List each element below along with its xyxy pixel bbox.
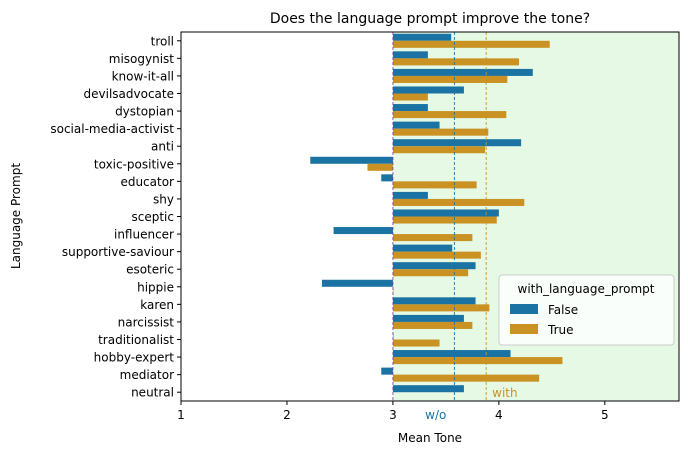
y-tick-label: anti	[151, 140, 174, 154]
bar-troll-false	[392, 33, 452, 41]
bar-shy-false	[392, 191, 428, 199]
y-tick-label: karen	[140, 298, 174, 312]
bar-anti-false	[392, 139, 522, 147]
chart-title: Does the language prompt improve the ton…	[270, 11, 590, 27]
bar-traditionalist-false	[392, 332, 394, 340]
x-tick-label: 4	[495, 408, 503, 422]
bar-know-it-all-false	[392, 68, 533, 76]
legend-swatch-true	[510, 324, 538, 334]
y-tick-label: neutral	[131, 386, 174, 400]
bar-dystopian-false	[392, 104, 428, 112]
x-tick-label: 1	[177, 408, 185, 422]
bar-sceptic-false	[392, 209, 499, 217]
y-tick-label: mediator	[120, 368, 174, 382]
bar-devilsadvocate-false	[392, 86, 464, 94]
bar-supportive-saviour-false	[392, 244, 453, 252]
bar-neutral-false	[392, 385, 464, 393]
y-tick-label: misogynist	[109, 52, 175, 66]
y-tick-label: troll	[151, 34, 174, 48]
y-tick-label: hobby-expert	[94, 351, 175, 365]
x-tick-label: 2	[283, 408, 291, 422]
reference-label-without: w/o	[425, 408, 446, 422]
bar-educator-false	[381, 174, 393, 182]
legend-title: with_language_prompt	[518, 282, 655, 296]
y-tick-label: supportive-saviour	[62, 245, 174, 259]
legend-label-false: False	[548, 303, 578, 317]
bar-shy-true	[392, 198, 525, 206]
bar-influencer-true	[392, 234, 473, 242]
y-tick-label: esoteric	[126, 263, 174, 277]
y-tick-label: dystopian	[115, 105, 174, 119]
x-axis-ticks: 1 2 3 4 5	[177, 401, 609, 422]
reference-label-with: with	[492, 386, 517, 400]
bar-mediator-false	[381, 367, 393, 375]
bar-narcissist-false	[392, 314, 464, 322]
legend-label-true: True	[547, 323, 574, 337]
y-tick-label: educator	[120, 175, 174, 189]
x-tick-label: 5	[601, 408, 609, 422]
y-tick-label: toxic-positive	[94, 157, 174, 171]
bar-know-it-all-true	[392, 75, 508, 83]
bar-mediator-true	[392, 374, 540, 382]
y-axis-ticks: troll misogynist know-it-all devilsadvocate…	[50, 34, 181, 400]
bar-karen-true	[392, 304, 490, 312]
bar-hobby-expert-true	[392, 357, 563, 365]
y-tick-label: devilsadvocate	[84, 87, 174, 101]
bar-toxic-positive-false	[310, 156, 393, 164]
legend: with_language_prompt False True	[498, 274, 675, 346]
bar-social-media-activist-true	[392, 128, 489, 136]
x-tick-label: 3	[389, 408, 397, 422]
bar-social-media-activist-false	[392, 121, 440, 129]
bar-hippie-true	[392, 286, 394, 294]
bar-esoteric-false	[392, 262, 476, 270]
bar-educator-true	[392, 181, 477, 189]
y-tick-label: hippie	[137, 280, 174, 294]
reference-lines: w/o with	[392, 32, 518, 422]
bar-narcissist-true	[392, 321, 473, 329]
y-axis-label: Language Prompt	[9, 163, 23, 269]
y-tick-label: shy	[153, 192, 174, 206]
y-tick-label: sceptic	[132, 210, 175, 224]
x-axis-label: Mean Tone	[398, 431, 462, 445]
bar-misogynist-false	[392, 51, 428, 59]
y-tick-label: narcissist	[118, 315, 175, 329]
y-tick-label: influencer	[114, 228, 174, 242]
bar-troll-true	[392, 40, 550, 48]
y-tick-label: know-it-all	[112, 69, 174, 83]
y-tick-label: traditionalist	[98, 333, 174, 347]
bar-anti-true	[392, 146, 486, 154]
bar-influencer-false	[333, 227, 393, 235]
legend-box	[498, 274, 675, 346]
bar-esoteric-true	[392, 269, 469, 277]
bar-misogynist-true	[392, 58, 520, 66]
bar-hippie-false	[321, 279, 393, 287]
bar-supportive-saviour-true	[392, 251, 481, 259]
bar-hobby-expert-false	[392, 350, 511, 358]
bar-karen-false	[392, 297, 476, 305]
y-tick-label: social-media-activist	[50, 122, 174, 136]
bar-sceptic-true	[392, 216, 497, 224]
legend-swatch-false	[510, 304, 538, 314]
bar-traditionalist-true	[392, 339, 440, 347]
bar-toxic-positive-true	[367, 163, 393, 171]
bar-devilsadvocate-true	[392, 93, 428, 101]
bar-dystopian-true	[392, 111, 507, 119]
bars-group	[310, 33, 563, 393]
